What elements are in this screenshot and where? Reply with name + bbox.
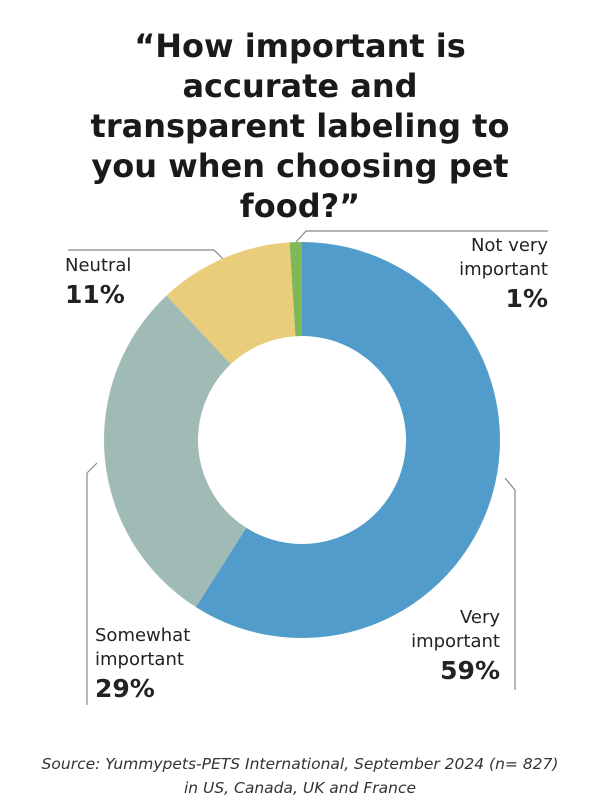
category-label: Somewhat important: [95, 625, 191, 670]
donut-slice: [195, 242, 500, 638]
leader-line: [295, 230, 548, 243]
value-label: 1%: [505, 284, 548, 313]
value-label: 11%: [65, 280, 125, 309]
donut-slice: [103, 295, 247, 608]
leader-line: [504, 477, 516, 690]
value-label: 59%: [440, 656, 500, 685]
donut-slice: [166, 242, 296, 365]
slice-label: Not very important 1%: [420, 234, 548, 314]
leader-line: [86, 462, 98, 705]
leader-lines: [68, 230, 548, 705]
value-label: 29%: [95, 674, 155, 703]
leader-line: [68, 249, 227, 263]
category-label: Neutral: [65, 255, 132, 276]
category-label: Not very important: [459, 235, 548, 280]
category-label: Very important: [411, 607, 500, 652]
slice-label: Somewhat important 29%: [95, 624, 245, 704]
slice-label: Very important 59%: [370, 606, 500, 686]
source-note: Source: Yummypets-PETS International, Se…: [41, 755, 559, 797]
slice-label: Neutral 11%: [65, 254, 195, 310]
chart-title: “How important is accurate and transpare…: [90, 27, 510, 225]
donut-slice: [289, 242, 302, 337]
